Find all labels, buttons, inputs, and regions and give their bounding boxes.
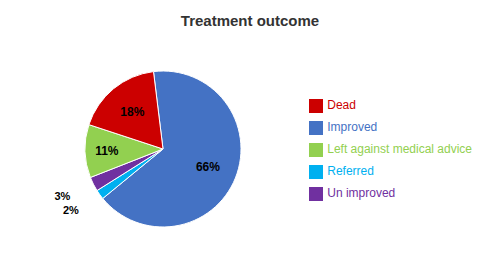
html-text:Treatment outcome: Treatment outcome xyxy=(180,12,320,29)
svg-text:2%: 2% xyxy=(63,204,79,216)
svg-text:66%: 66% xyxy=(196,160,220,174)
html-text:Un improved: Un improved xyxy=(327,186,396,200)
svg-text:11%: 11% xyxy=(95,144,119,158)
html-text:Left against medical advice: Left against medical advice xyxy=(327,142,472,156)
svg-text:18%: 18% xyxy=(120,105,144,119)
svg-text:3%: 3% xyxy=(54,190,70,202)
html-text:Dead: Dead xyxy=(327,98,356,112)
html-text:Referred: Referred xyxy=(327,164,374,178)
html-text:Improved: Improved xyxy=(327,120,378,134)
